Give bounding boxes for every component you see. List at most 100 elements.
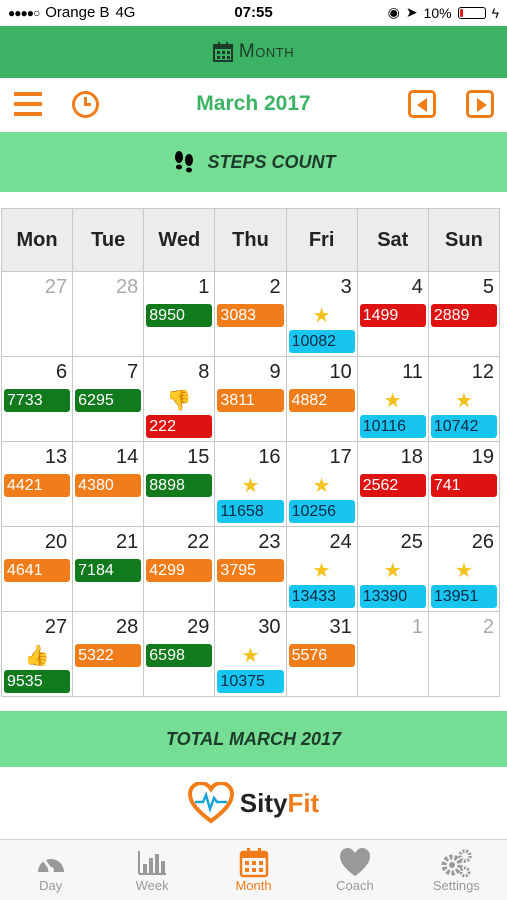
day-number: 1 — [411, 616, 423, 638]
heart-pulse-icon — [187, 782, 234, 824]
battery-icon — [457, 6, 486, 19]
star-icon: ★ — [454, 560, 473, 582]
calendar-day-cell[interactable]: 1 — [356, 611, 429, 697]
calendar-day-cell[interactable]: 29 6598 — [143, 611, 216, 697]
calendar-day-cell[interactable]: 27 — [0, 271, 74, 357]
weekday-header: Sun — [427, 208, 501, 272]
calendar-day-cell[interactable]: 25 ★ 13390 — [356, 526, 429, 612]
steps-badge: 8950 — [146, 304, 213, 327]
thumbs-up-icon: 👍 — [24, 645, 50, 667]
calendar-day-cell[interactable]: 16 ★ 11658 — [214, 441, 287, 527]
bar-chart-icon — [138, 851, 167, 875]
day-number: 11 — [402, 361, 423, 383]
next-month-button[interactable] — [466, 90, 494, 118]
steps-badge: 5576 — [288, 644, 355, 667]
tab-settings[interactable]: Settings — [406, 840, 507, 900]
month-label: March 2017 — [196, 92, 311, 115]
steps-badge: 11658 — [217, 500, 284, 523]
day-number: 29 — [187, 616, 210, 638]
brand-name-first: Sity — [239, 787, 288, 818]
calendar-day-cell[interactable]: 6 7733 — [0, 356, 74, 442]
steps-badge: 222 — [146, 415, 213, 438]
network-type: 4G — [115, 4, 136, 21]
calendar-day-cell[interactable]: 21 7184 — [72, 526, 145, 612]
brand-name: SityFit — [240, 788, 319, 819]
calendar-day-cell[interactable]: 4 1499 — [356, 271, 429, 357]
steps-badge: 741 — [430, 474, 497, 497]
footprints-icon — [175, 151, 194, 173]
calendar-day-cell[interactable]: 3 ★ 10082 — [285, 271, 358, 357]
battery-percent: 10% — [423, 4, 452, 21]
calendar-day-cell[interactable]: 11 ★ 10116 — [356, 356, 429, 442]
day-number: 2 — [482, 616, 494, 638]
calendar-day-cell[interactable]: 15 8898 — [143, 441, 216, 527]
charging-icon: ϟ — [491, 4, 499, 21]
day-number: 24 — [329, 531, 352, 553]
calendar-day-cell[interactable]: 22 4299 — [143, 526, 216, 612]
prev-month-button[interactable] — [408, 90, 436, 118]
day-number: 15 — [187, 446, 210, 468]
tab-day[interactable]: Day — [0, 840, 101, 900]
tab-month[interactable]: Month — [203, 840, 304, 900]
clock-icon[interactable] — [72, 91, 99, 118]
star-icon: ★ — [454, 390, 473, 412]
calendar-day-cell[interactable]: 5 2889 — [427, 271, 501, 357]
weekday-header: Sat — [356, 208, 429, 272]
calendar-day-cell[interactable]: 1 8950 — [143, 271, 216, 357]
calendar-icon — [212, 42, 233, 62]
calendar-day-cell[interactable]: 7 6295 — [72, 356, 145, 442]
status-time: 07:55 — [234, 4, 273, 21]
calendar-day-cell[interactable]: 12 ★ 10742 — [427, 356, 501, 442]
calendar-day-cell[interactable]: 2 3083 — [214, 271, 287, 357]
calendar-day-cell[interactable]: 10 4882 — [285, 356, 358, 442]
steps-badge: 4380 — [75, 474, 142, 497]
weekday-header: Thu — [214, 208, 287, 272]
day-number: 10 — [329, 361, 352, 383]
calendar-day-cell[interactable]: 18 2562 — [356, 441, 429, 527]
calendar-day-cell[interactable]: 9 3811 — [214, 356, 287, 442]
calendar-day-cell[interactable]: 20 4641 — [0, 526, 74, 612]
steps-badge: 10256 — [288, 500, 355, 523]
tab-week[interactable]: Week — [101, 840, 202, 900]
day-number: 17 — [329, 446, 352, 468]
star-icon: ★ — [383, 390, 402, 412]
hamburger-icon[interactable] — [14, 92, 42, 116]
calendar-week-row: 6 7733 7 6295 8 👎 222 9 3811 10 4882 11 ★ 10116 12 ★ 107… — [0, 356, 501, 442]
calendar-day-cell[interactable]: 27 👍 9535 — [0, 611, 74, 697]
steps-badge: 2889 — [430, 304, 497, 327]
calendar-day-cell[interactable]: 31 5576 — [285, 611, 358, 697]
calendar-body: 27 28 1 8950 2 3083 3 ★ 10082 4 1499 5 2889 6 7733 7 629… — [0, 271, 501, 697]
orientation-lock-icon: ◉ — [387, 4, 400, 20]
calendar-day-cell[interactable]: 13 4421 — [0, 441, 74, 527]
calendar-day-cell[interactable]: 26 ★ 13951 — [427, 526, 501, 612]
calendar-day-cell[interactable]: 28 — [72, 271, 145, 357]
tab-coach[interactable]: Coach — [304, 840, 405, 900]
calendar-day-cell[interactable]: 2 — [427, 611, 501, 697]
day-number: 27 — [44, 616, 68, 638]
tab-label: Day — [39, 878, 63, 893]
calendar-day-cell[interactable]: 19 741 — [427, 441, 501, 527]
day-number: 8 — [198, 361, 210, 383]
total-month-header: TOTAL MARCH 2017 — [0, 711, 507, 767]
steps-badge: 9535 — [4, 670, 71, 693]
calendar-day-cell[interactable]: 24 ★ 13433 — [285, 526, 358, 612]
steps-badge: 4421 — [4, 474, 71, 497]
month-calendar: Mon Tue Wed Thu Fri Sat Sun 27 28 1 8950 2 30… — [0, 208, 501, 697]
calendar-week-row: 20 4641 21 7184 22 4299 23 3795 24 ★ 13433 25 ★ 13390… — [0, 526, 501, 612]
steps-count-header: STEPS COUNT — [0, 132, 507, 192]
calendar-day-cell[interactable]: 8 👎 222 — [143, 356, 216, 442]
calendar-day-cell[interactable]: 30 ★ 10375 — [214, 611, 287, 697]
day-number: 6 — [56, 361, 68, 383]
steps-badge: 3795 — [217, 559, 284, 582]
day-number: 28 — [116, 276, 139, 298]
steps-badge: 6295 — [75, 389, 142, 412]
calendar-day-cell[interactable]: 23 3795 — [214, 526, 287, 612]
calendar-day-cell[interactable]: 17 ★ 10256 — [285, 441, 358, 527]
brand-name-second: Fit — [287, 787, 320, 818]
day-number: 2 — [269, 276, 281, 298]
calendar-week-row: 13 4421 14 4380 15 8898 16 ★ 11658 17 ★ 10256 18 2562… — [0, 441, 501, 527]
calendar-day-cell[interactable]: 14 4380 — [72, 441, 145, 527]
star-icon: ★ — [312, 305, 331, 327]
day-number: 3 — [340, 276, 352, 298]
calendar-day-cell[interactable]: 28 5322 — [72, 611, 145, 697]
